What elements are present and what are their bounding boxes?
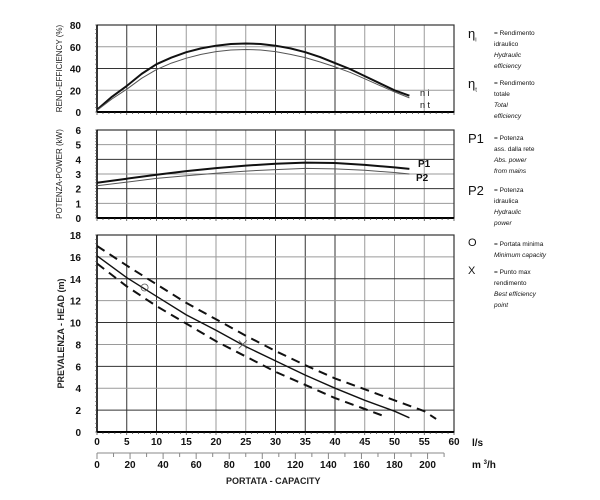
legend-symbol: O — [468, 237, 477, 249]
x2-tick-label: 20 — [124, 460, 136, 471]
x2-tick-label: 40 — [158, 460, 170, 471]
head-y-tick-label: 14 — [70, 275, 82, 286]
head-x-tick-label: 45 — [359, 437, 371, 448]
pow-series-0 — [96, 161, 410, 184]
eff-y-tick-label: 40 — [70, 65, 82, 76]
x2-tick-label: 0 — [94, 460, 100, 471]
head-x-tick-label: 0 — [94, 437, 100, 448]
power-panel: 0 1 2 3 4 5 6 POTENZA-POWER (kW) P1 P2 — [55, 126, 455, 225]
head-series-1 — [96, 245, 437, 420]
legend-description: = Potenza ass. dalla rete Abs. power from m… — [494, 135, 535, 175]
legend-symbol: P1 — [468, 131, 484, 146]
head-x-tick-label: 40 — [329, 437, 341, 448]
legend-description: = Portata minima Minimum capacity — [494, 241, 547, 259]
head-series-2 — [96, 262, 383, 417]
eff-y-tick-label: 60 — [70, 43, 82, 54]
legend-symbol: P2 — [468, 183, 484, 198]
x2-axis-unit-m3h: m 3/h — [472, 460, 496, 471]
head-y-tick-label: 6 — [75, 362, 81, 373]
head-x-tick-label: 15 — [181, 437, 193, 448]
legend-symbol: ηt — [468, 76, 477, 94]
pow-y-tick-label: 3 — [75, 170, 81, 181]
pow-series-1 — [96, 167, 410, 187]
x-axis-label: PORTATA - CAPACITY — [226, 476, 321, 486]
head-panel: 0 2 4 6 8 10 12 14 16 18 PREVALENZA - HEAD (m) 0 5 10… — [56, 231, 460, 448]
x2-tick-label: 200 — [419, 460, 436, 471]
legend-symbol: X — [468, 265, 476, 277]
legend-description: = Rendimento totale Total efficiency — [494, 80, 535, 120]
x2-tick-label: 180 — [386, 460, 403, 471]
head-x-tick-label: 25 — [240, 437, 252, 448]
head-y-tick-label: 12 — [70, 297, 82, 308]
eff-y-axis-label: REND-EFFICIENCY (%) — [55, 24, 64, 112]
head-x-tick-label: 35 — [300, 437, 312, 448]
head-y-axis-label: PREVALENZA - HEAD (m) — [56, 278, 66, 388]
head-y-tick-label: 8 — [75, 340, 81, 351]
head-series-0 — [96, 255, 410, 419]
head-x-tick-label: 50 — [389, 437, 401, 448]
pow-y-tick-label: 6 — [75, 126, 81, 137]
pow-y-tick-label: 2 — [75, 185, 81, 196]
pow-y-tick-label: 5 — [75, 141, 81, 152]
efficiency-panel: 0 20 40 60 80 REND-EFFICIENCY (%) n i n t — [55, 21, 455, 119]
head-y-tick-label: 2 — [75, 406, 81, 417]
eff-y-tick-label: 80 — [70, 21, 82, 32]
head-x-tick-label: 10 — [151, 437, 163, 448]
head-y-tick-label: 0 — [75, 428, 81, 439]
legend-description: = Rendimento idraulico Hydraulic efficiency — [494, 30, 535, 70]
head-x-tick-label: 5 — [124, 437, 130, 448]
best-efficiency-marker — [238, 340, 248, 349]
x2-tick-label: 140 — [320, 460, 337, 471]
secondary-x-axis: 0 20 40 60 80 100 120 140 160 180 200 — [94, 452, 445, 471]
eff-series-label: n i — [420, 88, 430, 98]
x2-tick-label: 100 — [254, 460, 271, 471]
legend-symbol: ηi — [468, 26, 477, 44]
head-x-tick-label: 55 — [419, 437, 431, 448]
pow-series-label: P1 — [418, 159, 431, 170]
pow-y-tick-label: 4 — [75, 155, 81, 166]
legend-description: = Potenza idraulica Hydraulic power — [494, 187, 524, 227]
eff-y-tick-label: 0 — [75, 108, 81, 119]
legend-description: = Punto max rendimento Best efficiency poin… — [494, 269, 536, 309]
x2-tick-label: 120 — [287, 460, 304, 471]
eff-series-0 — [96, 42, 410, 111]
eff-series-label: n t — [420, 100, 431, 110]
head-x-tick-label: 20 — [210, 437, 222, 448]
pow-y-tick-label: 1 — [75, 199, 81, 210]
pow-y-axis-label: POTENZA-POWER (kW) — [55, 129, 64, 219]
head-x-tick-label: 30 — [270, 437, 282, 448]
x2-tick-label: 80 — [224, 460, 236, 471]
x-axis-unit-ls: l/s — [472, 438, 484, 449]
x2-tick-label: 160 — [353, 460, 370, 471]
pow-y-tick-label: 0 — [75, 214, 81, 225]
pow-series-label: P2 — [416, 173, 429, 184]
eff-series-1 — [96, 49, 410, 111]
head-y-tick-label: 18 — [70, 231, 82, 242]
eff-y-tick-label: 20 — [70, 86, 82, 97]
x2-tick-label: 60 — [191, 460, 203, 471]
head-y-tick-label: 4 — [75, 384, 81, 395]
head-y-tick-label: 16 — [70, 253, 82, 264]
head-x-tick-label: 60 — [448, 437, 460, 448]
head-y-tick-label: 10 — [70, 319, 82, 330]
min-capacity-marker — [140, 283, 149, 292]
